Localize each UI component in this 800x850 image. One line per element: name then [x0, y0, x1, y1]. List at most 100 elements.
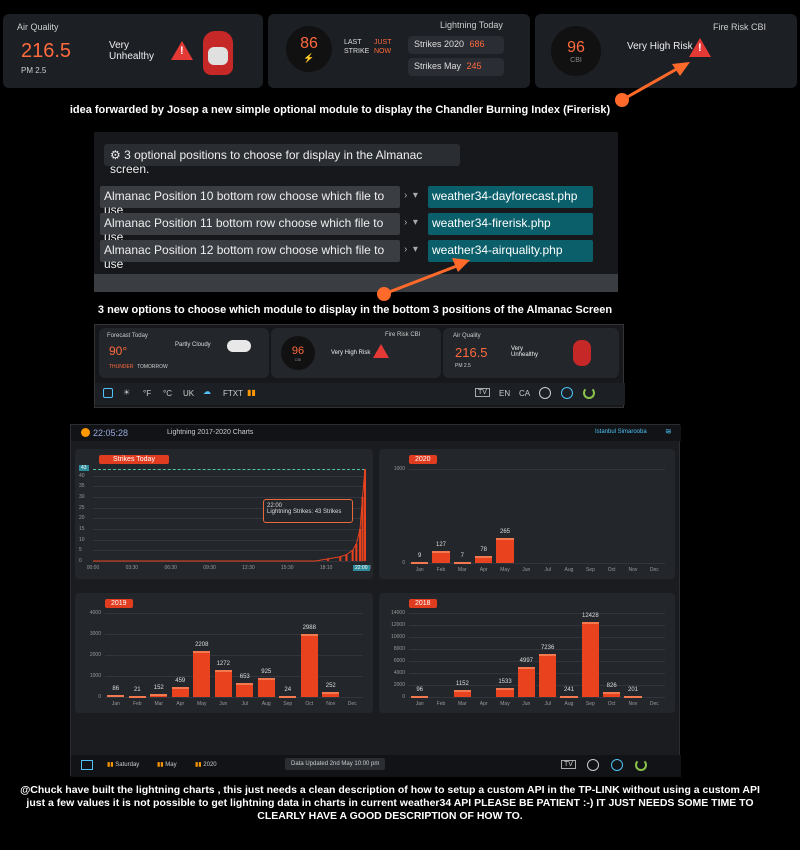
position-10-select[interactable]: weather34-dayforecast.php — [428, 186, 593, 208]
forecast-text-button[interactable]: FTXT — [223, 389, 243, 398]
bar — [107, 695, 125, 698]
grid-line — [105, 676, 363, 677]
y-tick-label: 12000 — [391, 622, 405, 628]
clock: 22:05:28 — [93, 428, 129, 438]
bar-value-label: 152 — [153, 684, 164, 691]
uk-button[interactable]: UK — [183, 389, 195, 398]
just-now: JUST NOW — [374, 39, 392, 55]
x-tick-label: Mar — [458, 567, 467, 573]
year-button[interactable]: ▮▮ 2020 — [195, 762, 217, 768]
menu-icon[interactable] — [81, 760, 93, 770]
close-dot[interactable] — [81, 428, 90, 437]
year-label: 2020 — [203, 762, 217, 768]
aq-status: Very Unhealthy — [109, 40, 155, 62]
x-tick-label: Oct — [607, 567, 616, 573]
grid-line — [93, 539, 365, 541]
month-button[interactable]: ▮▮ May — [157, 762, 177, 768]
forecast-condition: Partly Cloudy — [175, 342, 211, 348]
grid-line — [409, 625, 665, 626]
x-tick-label: 09:30 — [203, 565, 216, 571]
chart-2020: 2020 0 1000 Jan 9 Feb 127 Mar 7 Apr 78 May 265 Jun Jul… — [379, 449, 675, 579]
cbi-value: 96 — [291, 344, 305, 357]
chart-icon[interactable]: ▮▮ — [247, 388, 256, 397]
x-tick-label: Oct — [607, 701, 616, 707]
strike-gauge: 86 ⚡ — [286, 26, 332, 72]
bar-value-label: 1272 — [216, 661, 230, 668]
charts-footer: ▮▮ Saturday ▮▮ May ▮▮ 2020 Data Updated … — [71, 755, 681, 777]
x-tick-label: Jan — [111, 701, 120, 707]
chevron-right-icon[interactable]: › ▾ — [404, 217, 418, 228]
x-tick-label: Jan — [415, 567, 424, 573]
x-tick-label: Apr — [479, 567, 488, 573]
cbi-gauge: 96 CBI — [551, 26, 601, 76]
location: Istanbul Simarooba — [595, 429, 647, 435]
x-tick-label: Jan — [415, 701, 424, 707]
position-11-label: Almanac Position 11 bottom row choose wh… — [100, 213, 400, 244]
copyright-icon[interactable] — [561, 387, 573, 399]
x-tick-label: 06:30 — [164, 565, 177, 571]
lang-ca[interactable]: CA — [519, 389, 531, 398]
refresh-icon[interactable] — [635, 759, 647, 771]
bar — [475, 555, 493, 563]
menu-icon[interactable] — [103, 388, 113, 398]
bar — [432, 551, 450, 563]
refresh-icon[interactable] — [583, 387, 595, 399]
tv-icon[interactable]: TV — [475, 388, 490, 397]
position-11-select[interactable]: weather34-firerisk.php — [428, 213, 593, 235]
x-tick-label: Apr — [479, 701, 488, 707]
gear-icon: ⚙ — [110, 148, 121, 162]
grid-line — [105, 613, 363, 614]
bar — [214, 670, 232, 697]
grid-line — [409, 673, 665, 674]
bar-value-label: 1152 — [455, 681, 469, 688]
x-tick-label: 00:00 — [86, 565, 100, 571]
grid-line — [105, 655, 363, 656]
info-icon[interactable] — [587, 759, 599, 771]
cbi-unit: CBI — [294, 356, 302, 362]
bar-value-label: 86 — [112, 686, 120, 693]
lang-en[interactable]: EN — [499, 389, 511, 398]
y-tick-label: 14000 — [391, 610, 405, 616]
grid-line — [409, 685, 665, 686]
bar-value-label: 7236 — [540, 644, 555, 651]
x-tick-label: Jun — [219, 701, 228, 707]
warning-icon — [373, 344, 389, 358]
bar — [322, 691, 340, 697]
bar-value-label: 7 — [460, 553, 464, 559]
x-tick-label: 12:30 — [242, 565, 255, 571]
bar — [300, 634, 318, 697]
fire-title: Fire Risk CBI — [713, 22, 767, 32]
position-12-select[interactable]: weather34-airquality.php — [428, 240, 593, 262]
copyright-icon[interactable] — [611, 759, 623, 771]
strikes-month-label: Strikes May — [414, 61, 462, 71]
lightning-title: Lightning Today — [440, 20, 503, 30]
chevron-right-icon[interactable]: › ▾ — [404, 190, 418, 201]
grid-line — [409, 563, 665, 564]
bar-value-label: 241 — [563, 686, 574, 693]
aq-module-value: 216.5 — [455, 345, 488, 360]
strikes-year: Strikes 2020 686 — [408, 36, 504, 54]
chevron-right-icon[interactable]: › ▾ — [404, 244, 418, 255]
gas-mask-icon — [573, 340, 591, 366]
bar-value-label: 826 — [606, 683, 617, 690]
cloud-icon[interactable]: ☁ — [203, 387, 211, 396]
bar-value-label: 1533 — [498, 678, 512, 685]
tooltip-text: Lightning Strikes: 43 Strikes — [267, 509, 342, 515]
fahrenheit-button[interactable]: °F — [143, 389, 152, 398]
strikes-month-value: 245 — [466, 61, 482, 71]
x-tick-label: Jul — [544, 567, 551, 573]
warning-icon: ! — [171, 41, 193, 60]
x-tick-label: Sep — [585, 567, 595, 573]
info-icon[interactable] — [539, 387, 551, 399]
sun-icon[interactable]: ☀ — [123, 388, 131, 397]
x-tick-label: Jun — [522, 567, 531, 573]
bar-value-label: 252 — [325, 682, 336, 689]
bar-value-label: 127 — [435, 542, 446, 549]
day-button[interactable]: ▮▮ Saturday — [107, 762, 140, 768]
bar — [236, 683, 254, 697]
celsius-button[interactable]: °C — [163, 389, 172, 398]
charts-titlebar: 22:05:28 Lightning 2017-2020 Charts Ista… — [71, 425, 681, 441]
tv-icon[interactable]: TV — [561, 760, 576, 769]
fire-module-status: Very High Risk — [331, 350, 371, 356]
bar — [279, 696, 297, 698]
